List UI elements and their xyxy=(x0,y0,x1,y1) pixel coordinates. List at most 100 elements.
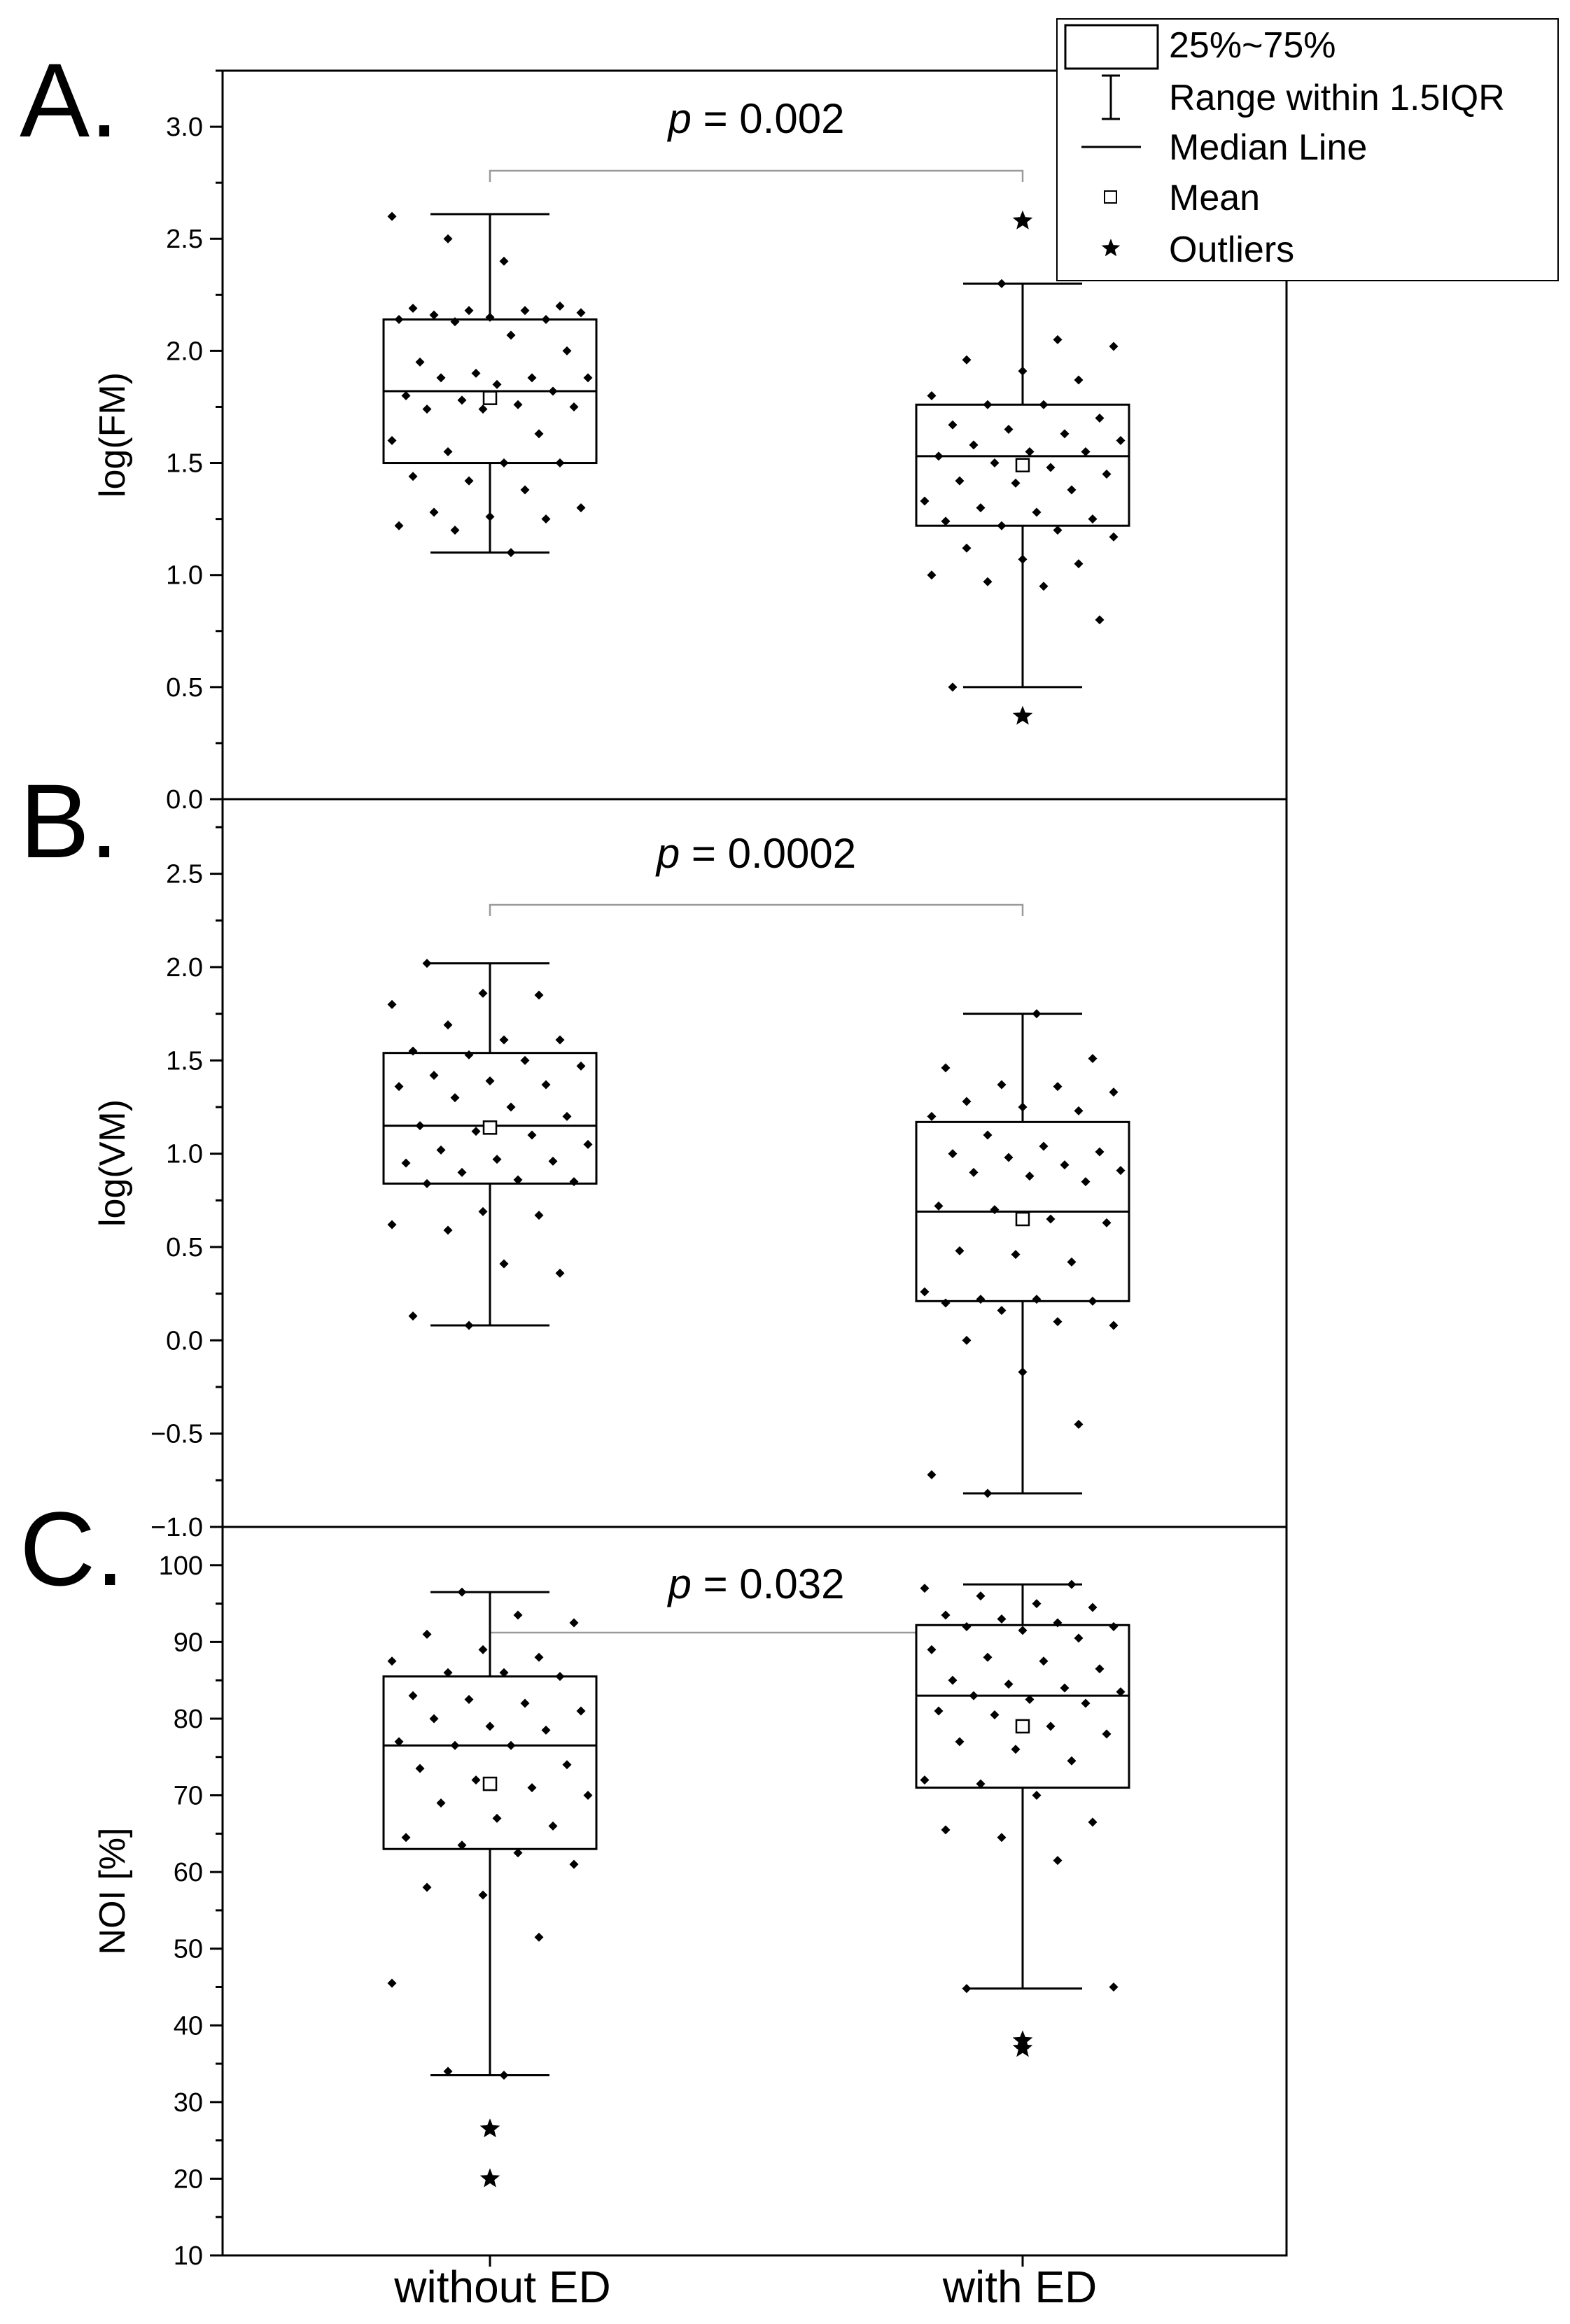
data-point xyxy=(408,1691,418,1700)
data-point xyxy=(1102,470,1112,479)
data-point xyxy=(548,1156,558,1166)
y-tick-label: 0.0 xyxy=(166,785,203,815)
data-point xyxy=(962,543,972,553)
data-point xyxy=(1046,1214,1056,1224)
legend-box-label: 25%~75% xyxy=(1169,25,1336,66)
legend-mean-label: Mean xyxy=(1169,178,1260,218)
panel-c-with-ed-iqr-box xyxy=(915,1624,1130,1789)
data-point xyxy=(471,1775,481,1785)
data-point xyxy=(1074,1419,1084,1429)
data-point xyxy=(520,1055,530,1065)
data-point xyxy=(562,1760,572,1770)
data-point xyxy=(1018,1626,1028,1635)
legend-whisker-label: Range within 1.5IQR xyxy=(1169,78,1505,118)
data-point xyxy=(408,1046,418,1056)
data-point xyxy=(436,1798,446,1808)
data-point xyxy=(997,521,1007,530)
data-point xyxy=(471,1127,481,1136)
data-point xyxy=(429,310,439,320)
data-point xyxy=(1018,554,1028,564)
data-point xyxy=(548,1821,558,1831)
data-point xyxy=(1067,1756,1077,1766)
x-axis-category-labels: without ED with ED xyxy=(393,2262,1097,2312)
y-tick-label: 0.5 xyxy=(166,1233,203,1262)
data-point xyxy=(969,440,979,450)
data-point xyxy=(541,514,551,524)
data-point xyxy=(1088,1296,1098,1306)
panel-a-letter: A. xyxy=(20,41,119,159)
data-point xyxy=(1095,1147,1105,1157)
data-point xyxy=(450,526,460,535)
data-point xyxy=(1074,1106,1084,1115)
y-tick-label: 70 xyxy=(174,1782,203,1811)
data-point xyxy=(415,357,425,367)
data-point xyxy=(997,1833,1007,1843)
data-point xyxy=(429,1071,439,1080)
data-point xyxy=(1109,1982,1119,1992)
data-point xyxy=(534,1211,544,1220)
data-point xyxy=(1039,1656,1049,1666)
panel-a-p-value: p = 0.002 xyxy=(667,95,845,142)
data-point xyxy=(394,1737,404,1747)
data-point xyxy=(562,1111,572,1121)
data-point xyxy=(506,1740,516,1750)
data-point xyxy=(1095,1664,1105,1674)
y-tick-label: −1.0 xyxy=(150,1513,203,1542)
y-tick-label: −0.5 xyxy=(150,1420,203,1449)
data-point xyxy=(492,1155,502,1164)
panels: 0.0 0.5 1.0 1.5 2.0 2.5 3.0 log(FM) A. p = 0.002 −… xyxy=(20,41,1288,2271)
data-point xyxy=(1116,1166,1126,1176)
data-point xyxy=(920,1287,930,1297)
outlier-star xyxy=(1012,210,1033,230)
data-point xyxy=(1109,1621,1119,1631)
data-point xyxy=(1060,1683,1070,1693)
data-point xyxy=(541,315,551,325)
data-point xyxy=(1046,1721,1056,1731)
data-point xyxy=(927,570,937,580)
data-point xyxy=(997,1306,1007,1316)
data-point xyxy=(1088,514,1098,524)
data-point xyxy=(478,988,488,998)
data-point xyxy=(983,1652,993,1662)
data-point xyxy=(997,1614,1007,1624)
legend-outlier-star xyxy=(1101,239,1121,257)
data-point xyxy=(506,330,516,340)
y-tick-label: 20 xyxy=(174,2164,203,2194)
y-tick-label: 80 xyxy=(174,1705,203,1734)
data-point xyxy=(962,1621,972,1631)
y-tick-label: 1.0 xyxy=(166,561,203,591)
data-point xyxy=(499,2070,509,2080)
legend-outlier-icon xyxy=(1101,239,1121,257)
data-point xyxy=(1067,1257,1077,1267)
outlier-star xyxy=(1012,705,1033,725)
data-point xyxy=(464,476,474,486)
data-point xyxy=(1032,1009,1042,1019)
data-point xyxy=(569,1859,579,1869)
data-point xyxy=(394,1082,404,1092)
legend-whisker-icon xyxy=(1102,74,1120,120)
data-point xyxy=(464,306,474,316)
data-point xyxy=(1081,1698,1091,1708)
data-point xyxy=(1018,1102,1028,1112)
data-point xyxy=(387,211,397,221)
panel-c-p-value: p = 0.032 xyxy=(667,1561,845,1607)
data-point xyxy=(1095,615,1105,625)
panel-a-with-ed-mean-marker xyxy=(1015,458,1030,472)
y-tick-label: 2.0 xyxy=(166,953,203,983)
data-point xyxy=(1004,424,1014,434)
data-point xyxy=(387,436,397,446)
data-point xyxy=(513,400,523,409)
data-point xyxy=(1109,1087,1119,1097)
panel-b-letter: B. xyxy=(20,762,119,880)
data-point xyxy=(457,1587,467,1597)
data-point xyxy=(1088,1603,1098,1612)
data-point xyxy=(1053,334,1063,344)
data-point xyxy=(1011,478,1021,488)
data-point xyxy=(555,1268,565,1278)
data-point xyxy=(976,503,986,513)
data-point xyxy=(962,1335,972,1345)
data-point xyxy=(997,279,1007,288)
data-point xyxy=(1088,1817,1098,1827)
data-point xyxy=(562,346,572,355)
data-point xyxy=(478,404,488,414)
